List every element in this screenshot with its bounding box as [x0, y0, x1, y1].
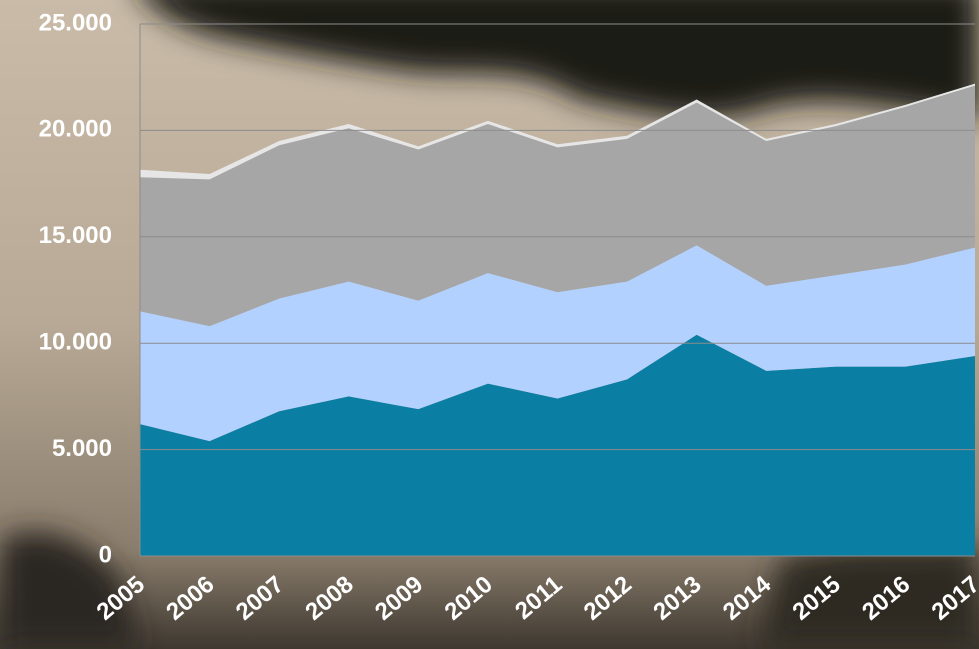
y-tick-label: 25.000 [39, 9, 112, 36]
area [140, 334, 975, 556]
y-tick-label: 15.000 [39, 222, 112, 249]
area [140, 85, 975, 327]
y-tick-label: 0 [99, 541, 112, 568]
y-tick-label: 20.000 [39, 116, 112, 143]
area [140, 83, 975, 180]
y-tick-label: 10.000 [39, 329, 112, 356]
y-tick-label: 5.000 [52, 435, 112, 462]
